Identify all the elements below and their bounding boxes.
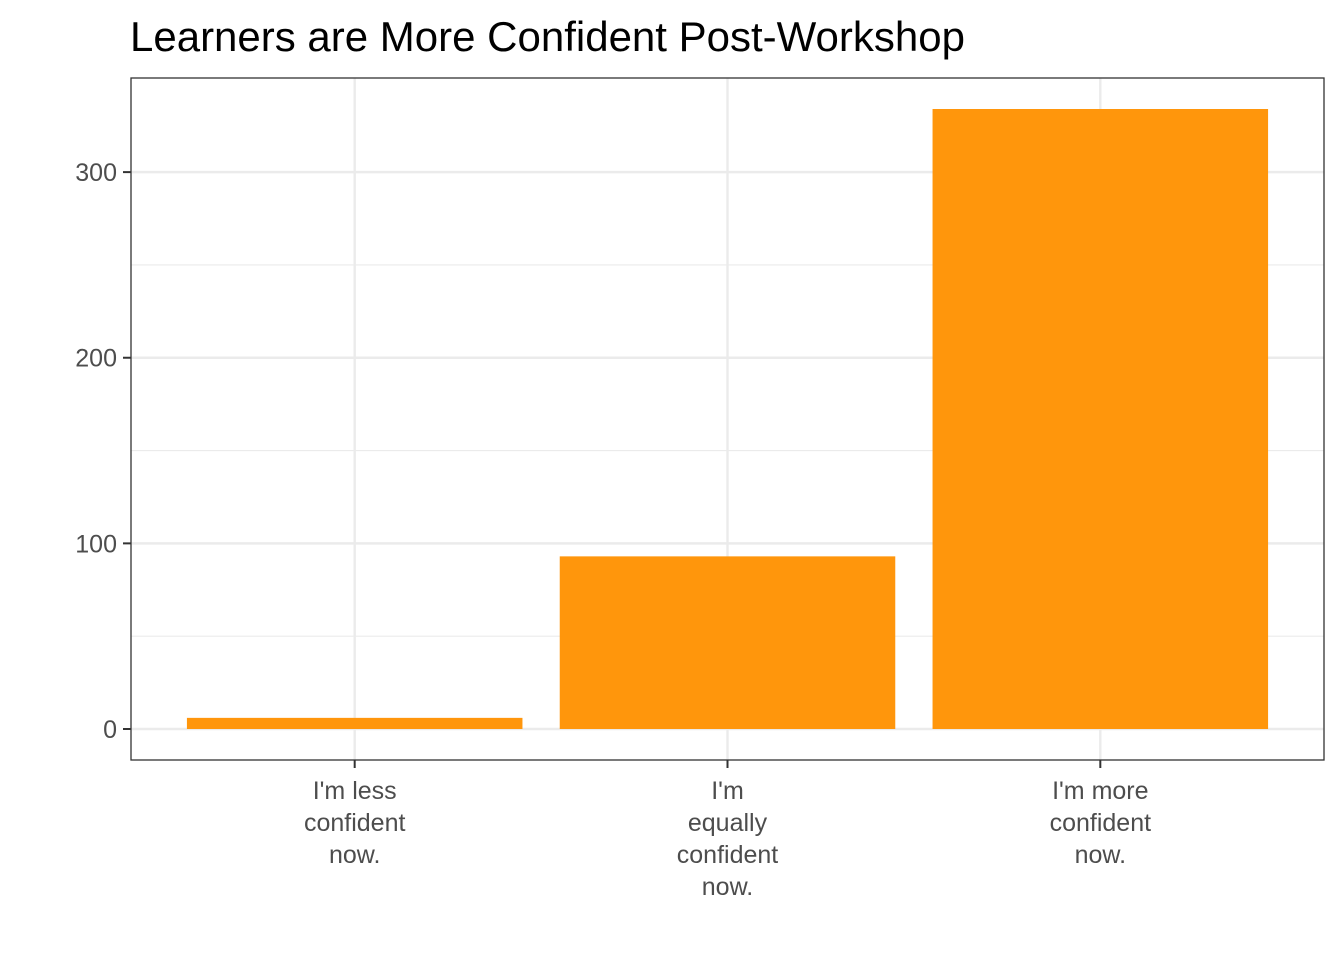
x-tick-label-line: now. <box>1075 841 1126 869</box>
x-tick-label-line: I'm more <box>1052 777 1148 805</box>
bar <box>186 717 523 729</box>
y-tick-label: 200 <box>75 345 117 373</box>
x-tick-label-line: I'm less <box>313 777 397 805</box>
y-tick-label: 300 <box>75 159 117 187</box>
x-tick-label-line: confident <box>304 809 406 837</box>
chart-title: Learners are More Confident Post-Worksho… <box>130 13 965 60</box>
x-tick-label-line: now. <box>329 841 380 869</box>
x-tick-label-line: confident <box>1050 809 1152 837</box>
x-tick-label-line: now. <box>702 873 753 901</box>
x-tick-label-line: confident <box>677 841 779 869</box>
x-tick-label: I'm equally confident now. <box>677 777 779 901</box>
x-tick-label: I'm more confident now. <box>1050 777 1152 869</box>
bar <box>932 109 1269 729</box>
y-tick-label: 100 <box>75 530 117 558</box>
bars <box>186 109 1269 729</box>
axes: 0 100 200 300 I'm less confident now. I'm equall… <box>75 159 1151 901</box>
x-tick-label-line: I'm <box>711 777 744 805</box>
x-tick-label-line: equally <box>688 809 768 837</box>
x-tick-label: I'm less confident now. <box>304 777 406 869</box>
y-tick-label: 0 <box>103 716 117 744</box>
bar <box>559 556 896 729</box>
